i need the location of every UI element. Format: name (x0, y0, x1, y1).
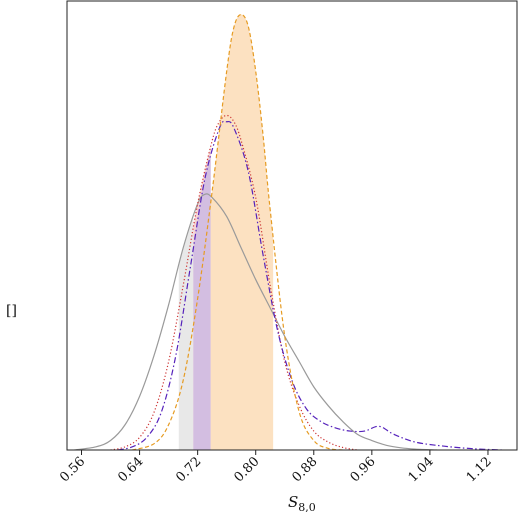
x-tick-label: 0.96 (348, 454, 379, 485)
credible-fill-3 (210, 14, 274, 450)
x-tick-label: 0.64 (115, 454, 146, 485)
x-axis: 0.56 0.64 0.72 0.80 0.88 0.96 1.04 1.12 (57, 450, 495, 485)
series-line-0 (74, 193, 438, 450)
x-tick-label: 0.56 (57, 454, 88, 485)
plot-frame (66, 0, 518, 451)
series-line-3 (132, 13, 343, 450)
series-line-1 (110, 114, 358, 450)
x-tick-label: 1.12 (464, 454, 495, 485)
x-tick-label: 0.72 (173, 454, 204, 485)
series-line-2 (117, 120, 503, 450)
x-tick-label: 0.80 (231, 454, 262, 485)
x-axis-label: S8,0 (288, 493, 316, 512)
y-axis-label: [] (6, 303, 17, 319)
x-tick-label: 0.88 (290, 454, 321, 485)
fill-series-3 (210, 14, 274, 450)
fill-layer (178, 14, 274, 450)
x-axis-label-main: S (288, 493, 298, 511)
x-tick-label: 1.04 (406, 454, 437, 485)
x-axis-label-sub: 8,0 (298, 501, 316, 512)
line-layer (74, 13, 503, 450)
credible-fill-2 (193, 154, 211, 450)
fill-series-2 (193, 154, 211, 450)
